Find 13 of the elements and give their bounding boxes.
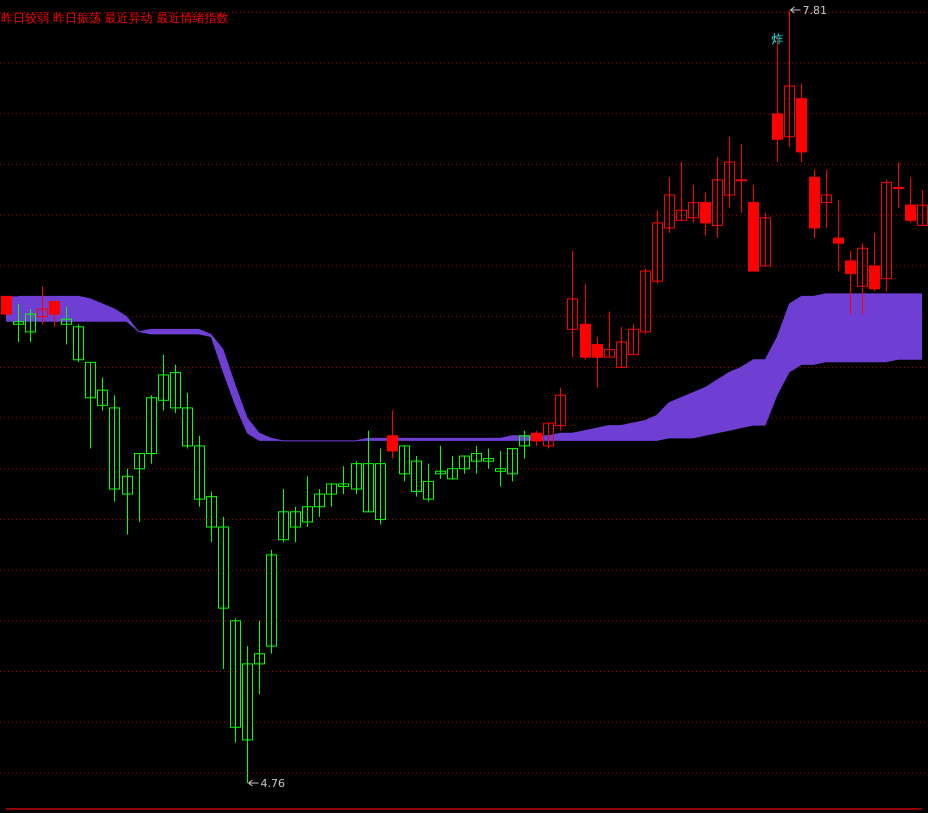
candlestick <box>61 306 72 346</box>
candlestick <box>833 200 844 272</box>
candlestick <box>109 394 120 502</box>
chart-title: 昨日较弱 昨日振荡 最近异动 最近情绪指数 <box>1 11 228 25</box>
annotation: 4.76 <box>260 777 285 790</box>
candlestick <box>567 250 578 358</box>
candlestick <box>73 324 84 363</box>
candlestick <box>519 430 530 460</box>
candlestick <box>266 549 277 654</box>
candlestick <box>387 410 398 460</box>
annotation: 7.81 <box>802 4 827 17</box>
candlestick <box>122 468 133 536</box>
candlestick <box>1 296 12 315</box>
